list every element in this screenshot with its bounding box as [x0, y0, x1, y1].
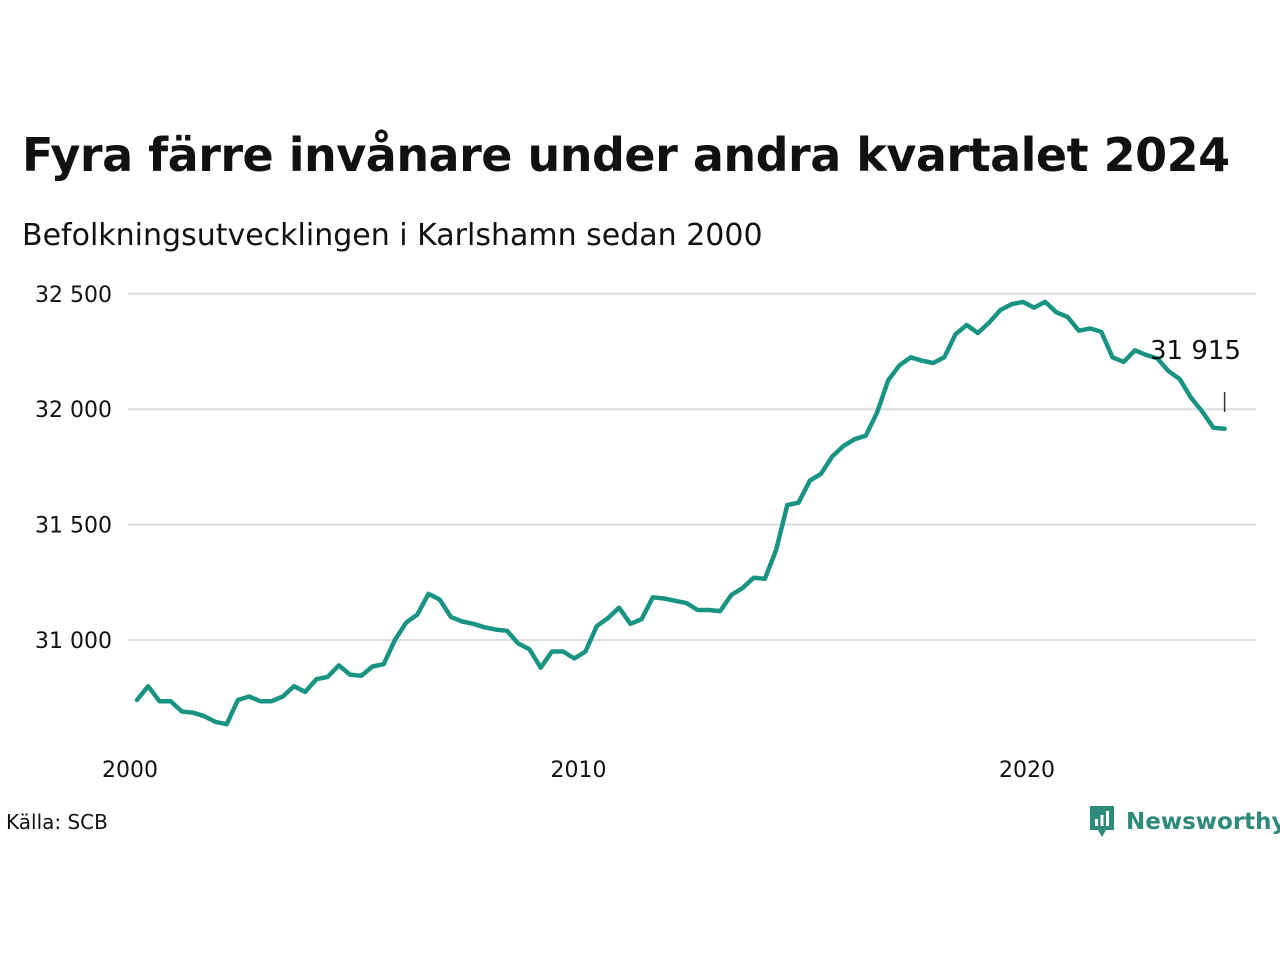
chart-title: Fyra färre invånare under andra kvartale… — [22, 128, 1230, 182]
annotation-label: 31 915 — [1150, 336, 1241, 366]
y-tick-label: 31 500 — [35, 514, 112, 539]
y-tick-label: 31 000 — [35, 629, 112, 654]
series-line — [134, 299, 1227, 727]
x-tick-label: 2000 — [102, 758, 158, 783]
y-axis-tick-labels: 31 000 31 500 32 000 32 500 — [35, 283, 112, 654]
grid-lines — [128, 292, 1256, 641]
x-axis-tick-labels: 2000 2010 2020 — [102, 758, 1055, 783]
series-line-layer — [134, 299, 1227, 727]
y-tick-label: 32 000 — [35, 398, 112, 423]
y-tick-label: 32 500 — [35, 283, 112, 308]
brand-name: Newsworthy — [1126, 809, 1280, 835]
x-tick-label: 2020 — [999, 758, 1055, 783]
newsworthy-logo-icon — [1090, 806, 1114, 837]
chart-subtitle: Befolkningsutvecklingen i Karlshamn seda… — [22, 218, 763, 253]
x-tick-label: 2010 — [551, 758, 607, 783]
annotation-layer: 31 915 — [1150, 336, 1241, 412]
brand-logo: Newsworthy — [1088, 802, 1280, 842]
source-note: Källa: SCB — [6, 810, 108, 834]
